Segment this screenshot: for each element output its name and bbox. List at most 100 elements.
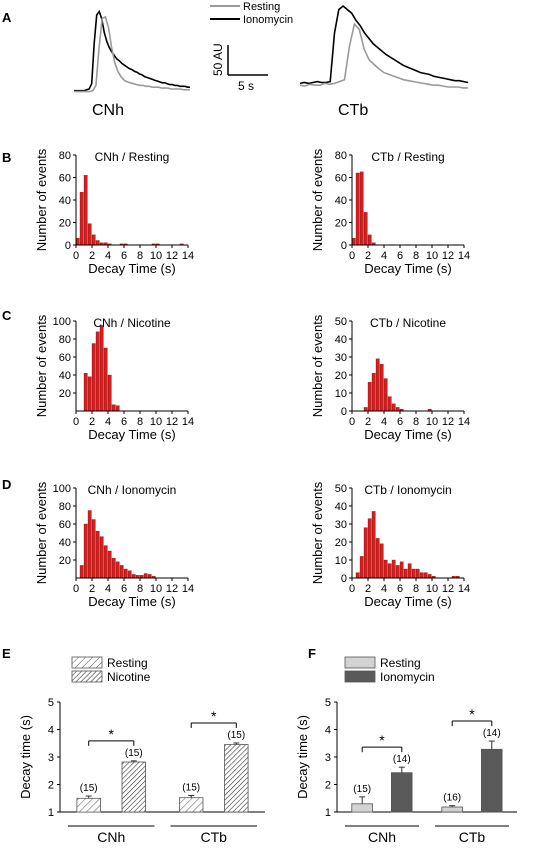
category-label: CNh <box>368 829 396 845</box>
hist-bar <box>383 559 388 579</box>
x-tick-label: 6 <box>397 250 403 262</box>
y-axis-label: Number of events <box>310 314 325 417</box>
hist-bar <box>79 191 84 246</box>
y-tick-label: 5 <box>325 697 331 709</box>
hist-title: CNh / Ionomycin <box>88 483 177 497</box>
category-label: CTb <box>201 829 228 845</box>
bar <box>121 761 147 813</box>
y-axis-label: Number of events <box>34 481 49 584</box>
trace-label-cnh: CNh <box>92 102 124 119</box>
x-tick-label: 6 <box>397 583 403 595</box>
hist-bar <box>91 343 96 412</box>
y-tick-label: 80 <box>59 501 71 513</box>
y-tick-label: 0 <box>341 573 347 585</box>
x-tick-label: 14 <box>458 416 470 428</box>
hist-bar <box>387 563 392 579</box>
trace-cnh-ionomycin <box>74 9 190 92</box>
x-tick-label: 4 <box>381 250 387 262</box>
sig-star: * <box>469 706 475 722</box>
x-tick-label: 12 <box>166 416 178 428</box>
x-tick-label: 12 <box>166 250 178 262</box>
hist-bar <box>355 172 360 246</box>
hist-bar <box>383 378 388 412</box>
hist-title: CNh / Resting <box>95 150 170 164</box>
hist-bar <box>391 403 396 412</box>
hist-bar <box>147 574 152 579</box>
hist-bar <box>375 538 380 579</box>
panel-letter-c: C <box>2 308 12 323</box>
hist-bar <box>363 212 368 246</box>
hist-bar <box>103 347 108 412</box>
category-label: CNh <box>97 829 125 845</box>
hist-bar <box>359 556 364 579</box>
hist-bar <box>367 518 372 579</box>
x-axis-label: Decay Time (s) <box>88 427 175 442</box>
hist-bar <box>79 565 84 579</box>
y-tick-label: 30 <box>335 519 347 531</box>
x-tick-label: 4 <box>105 250 111 262</box>
y-tick-label: 4 <box>48 725 54 737</box>
panel-letter-e: E <box>2 646 11 661</box>
y-tick-label: 0 <box>341 240 347 252</box>
x-tick-label: 10 <box>150 416 162 428</box>
legend-label: Resting <box>380 656 421 670</box>
panel-letter-a: A <box>2 10 12 25</box>
x-tick-label: 6 <box>397 416 403 428</box>
x-axis-label: Decay Time (s) <box>364 427 451 442</box>
x-tick-label: 6 <box>121 416 127 428</box>
y-tick-label: 80 <box>335 150 347 162</box>
hist-bar <box>395 407 400 412</box>
y-tick-label: 0 <box>65 240 71 252</box>
hist-bar <box>99 325 104 412</box>
bar <box>76 797 101 813</box>
x-tick-label: 14 <box>182 583 194 595</box>
x-axis-label: Decay Time (s) <box>88 261 175 276</box>
hist-bar <box>403 568 408 579</box>
y-tick-label: 3 <box>325 752 331 764</box>
n-label: (15) <box>80 783 98 794</box>
x-tick-label: 0 <box>349 416 355 428</box>
hist-bar <box>127 570 132 579</box>
hist-bar <box>399 561 404 579</box>
legend-label-ionomycin: Ionomycin <box>243 14 293 26</box>
hist-bar <box>371 373 376 412</box>
hist-bar <box>123 568 128 579</box>
trace-ctb-resting <box>299 22 468 89</box>
y-tick-label: 20 <box>335 370 347 382</box>
x-tick-label: 8 <box>137 583 143 595</box>
legend-label: Resting <box>107 656 148 670</box>
y-tick-label: 30 <box>335 352 347 364</box>
hist-bar <box>375 358 380 412</box>
hist-bar <box>91 519 96 579</box>
y-tick-label: 80 <box>59 150 71 162</box>
trace-label-ctb: CTb <box>338 102 368 119</box>
hist-bar <box>87 510 92 579</box>
hist-bar <box>395 565 400 579</box>
n-label: (15) <box>182 783 200 794</box>
y-tick-label: 50 <box>335 316 347 328</box>
scale-bar-x-label: 5 s <box>238 79 254 93</box>
hist-bar <box>95 531 100 579</box>
x-tick-label: 8 <box>137 416 143 428</box>
hist-bar <box>83 175 88 246</box>
legend-swatch <box>71 656 103 669</box>
hist-bar <box>423 572 428 579</box>
x-tick-label: 0 <box>349 250 355 262</box>
x-axis-label: Decay Time (s) <box>364 261 451 276</box>
hist-bar <box>95 240 100 246</box>
hist-bar <box>359 171 364 246</box>
x-tick-label: 0 <box>73 416 79 428</box>
y-axis-label: Number of events <box>34 148 49 251</box>
y-tick-label: 60 <box>59 519 71 531</box>
y-axis-label: Decay time (s) <box>295 715 310 799</box>
hist-bar <box>143 573 148 579</box>
hist-bar <box>111 404 116 412</box>
hist-title: CTb / Nicotine <box>370 316 446 330</box>
hist-bar <box>411 568 416 579</box>
trace-ctb-ionomycin <box>299 4 469 85</box>
x-tick-label: 10 <box>426 416 438 428</box>
